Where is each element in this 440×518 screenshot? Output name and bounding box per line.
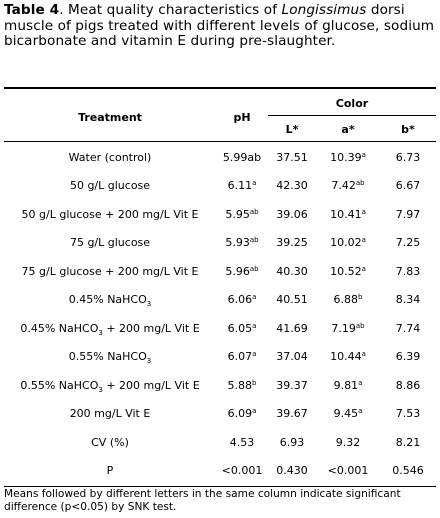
l-cell: 42.30 xyxy=(276,179,308,193)
l-cell: 39.25 xyxy=(276,236,308,250)
header-l: L* xyxy=(285,123,299,136)
treatment-cell: 50 g/L glucose + 200 mg/L Vit E xyxy=(21,207,199,221)
table-row: 200 mg/L Vit E 6.09a 39.67 9.45a 7.53 xyxy=(4,400,436,429)
treatment-cell: 50 g/L glucose xyxy=(69,179,151,193)
l-cell: 39.67 xyxy=(276,407,308,421)
b-cell: 0.546 xyxy=(392,464,424,478)
bottom-rule xyxy=(4,486,436,487)
table-row: 75 g/L glucose 5.93ab 39.25 10.02a 7.25 xyxy=(4,229,436,258)
treatment-cell: 75 g/L glucose + 200 mg/L Vit E xyxy=(21,264,199,278)
b-cell: 8.21 xyxy=(395,435,421,449)
ph-cell: 6.06a xyxy=(227,293,257,307)
a-cell: 10.39a xyxy=(330,150,366,164)
l-cell: 6.93 xyxy=(279,435,305,449)
header-rule xyxy=(4,141,436,142)
b-cell: 7.25 xyxy=(395,236,421,250)
header-ph: pH xyxy=(233,111,251,124)
l-cell: 40.51 xyxy=(276,293,308,307)
table-caption: Table 4. Meat quality characteristics of… xyxy=(4,2,436,50)
table-row: 50 g/L glucose + 200 mg/L Vit E 5.95ab 39.… xyxy=(4,200,436,229)
header-color: Color xyxy=(335,97,369,110)
b-cell: 6.73 xyxy=(395,150,421,164)
a-cell: 10.52a xyxy=(330,264,366,278)
treatment-cell: 75 g/L glucose xyxy=(69,236,151,250)
table-row: P <0.001 0.430 <0.001 0.546 xyxy=(4,457,436,486)
treatment-cell: Water (control) xyxy=(68,150,152,164)
table-row: 0.45% NaHCO3 + 200 mg/L Vit E 6.05a 41.69 7… xyxy=(4,314,436,343)
b-cell: 7.53 xyxy=(395,407,421,421)
table-row: 75 g/L glucose + 200 mg/L Vit E 5.96ab 40.… xyxy=(4,257,436,286)
treatment-cell: 0.45% NaHCO3 xyxy=(68,293,152,309)
ph-cell: 6.07a xyxy=(227,350,257,364)
table-row: 0.55% NaHCO3 6.07a 37.04 10.44a 6.39 xyxy=(4,343,436,372)
l-cell: 39.06 xyxy=(276,207,308,221)
a-cell: 7.19ab xyxy=(331,321,365,335)
a-cell: <0.001 xyxy=(327,464,369,478)
ph-cell: 6.09a xyxy=(227,407,257,421)
a-cell: 10.02a xyxy=(330,236,366,250)
l-cell: 0.430 xyxy=(276,464,308,478)
a-cell: 9.32 xyxy=(335,435,361,449)
caption-text-2: dorsi muscle of pigs treated with differ… xyxy=(4,2,435,50)
b-cell: 7.97 xyxy=(395,207,421,221)
l-cell: 40.30 xyxy=(276,264,308,278)
l-cell: 39.37 xyxy=(276,378,308,392)
ph-cell: 5.88b xyxy=(227,378,257,392)
a-cell: 9.45a xyxy=(333,407,363,421)
ph-cell: 5.96ab xyxy=(225,264,259,278)
data-table: Water (control) 5.99ab 37.51 10.39a 6.73 50 g… xyxy=(4,143,436,485)
header-a: a* xyxy=(341,123,355,136)
l-cell: 41.69 xyxy=(276,321,308,335)
table-row: 0.45% NaHCO3 6.06a 40.51 6.88b 8.34 xyxy=(4,286,436,315)
a-cell: 10.41a xyxy=(330,207,366,221)
caption-species: Longissimus xyxy=(281,2,367,18)
ph-cell: <0.001 xyxy=(221,464,263,478)
ph-cell: 6.05a xyxy=(227,321,257,335)
footnote: Means followed by different letters in t… xyxy=(4,488,401,513)
table-label: Table 4 xyxy=(4,2,60,18)
l-cell: 37.51 xyxy=(276,150,308,164)
treatment-cell: 0.55% NaHCO3 xyxy=(68,350,152,366)
ph-cell: 5.93ab xyxy=(225,236,259,250)
b-cell: 6.39 xyxy=(395,350,421,364)
treatment-cell: 0.45% NaHCO3 + 200 mg/L Vit E xyxy=(20,321,200,337)
b-cell: 8.34 xyxy=(395,293,421,307)
a-cell: 6.88b xyxy=(333,293,363,307)
table-row: 0.55% NaHCO3 + 200 mg/L Vit E 5.88b 39.37 9… xyxy=(4,371,436,400)
treatment-cell: 200 mg/L Vit E xyxy=(69,407,151,421)
a-cell: 7.42ab xyxy=(331,179,365,193)
header-b: b* xyxy=(401,123,415,136)
l-cell: 37.04 xyxy=(276,350,308,364)
treatment-cell: CV (%) xyxy=(91,435,129,449)
ph-cell: 6.11a xyxy=(227,179,257,193)
b-cell: 7.83 xyxy=(395,264,421,278)
top-rule xyxy=(4,87,436,89)
treatment-cell: 0.55% NaHCO3 + 200 mg/L Vit E xyxy=(20,378,200,394)
treatment-cell: P xyxy=(106,464,114,478)
color-subrule xyxy=(268,115,436,116)
table-row: 50 g/L glucose 6.11a 42.30 7.42ab 6.67 xyxy=(4,172,436,201)
ph-cell: 4.53 xyxy=(229,435,255,449)
table-row: Water (control) 5.99ab 37.51 10.39a 6.73 xyxy=(4,143,436,172)
caption-text-1: . Meat quality characteristics of xyxy=(59,2,282,18)
header-treatment: Treatment xyxy=(78,111,142,124)
b-cell: 8.86 xyxy=(395,378,421,392)
b-cell: 6.67 xyxy=(395,179,421,193)
ph-cell: 5.95ab xyxy=(225,207,259,221)
table-row: CV (%) 4.53 6.93 9.32 8.21 xyxy=(4,428,436,457)
a-cell: 10.44a xyxy=(330,350,366,364)
a-cell: 9.81a xyxy=(333,378,363,392)
b-cell: 7.74 xyxy=(395,321,421,335)
ph-cell: 5.99ab xyxy=(222,150,262,164)
